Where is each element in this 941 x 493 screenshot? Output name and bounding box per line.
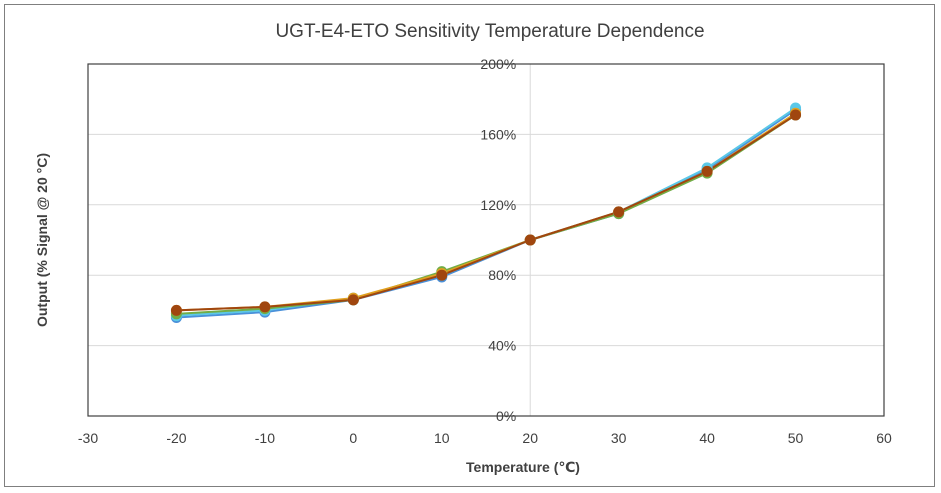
y-tick-label: 160% — [480, 126, 516, 142]
x-tick-label: -20 — [166, 430, 186, 446]
x-tick-label: 20 — [522, 430, 538, 446]
y-tick-label: 120% — [480, 197, 516, 213]
data-point-series-5 — [701, 165, 713, 177]
y-tick-label: 200% — [480, 56, 516, 72]
chart-frame: UGT-E4-ETO Sensitivity Temperature Depen… — [4, 4, 935, 487]
x-axis-label: Temperature (℃) — [466, 459, 580, 475]
y-tick-label: 40% — [488, 338, 516, 354]
y-tick-label: 80% — [488, 267, 516, 283]
chart-title: UGT-E4-ETO Sensitivity Temperature Depen… — [275, 21, 704, 42]
x-tick-label: -30 — [78, 430, 98, 446]
data-point-series-5 — [613, 206, 625, 218]
y-axis-ticks: 0% 40% 80% 120% 160% 200% — [480, 56, 516, 424]
data-point-series-5 — [170, 304, 182, 316]
x-tick-label: -10 — [255, 430, 275, 446]
series-line-3 — [176, 114, 797, 315]
data-point-series-5 — [524, 234, 536, 246]
x-tick-label: 60 — [876, 430, 892, 446]
y-tick-label: 0% — [496, 408, 516, 424]
chart-svg: UGT-E4-ETO Sensitivity Temperature Depen… — [34, 21, 892, 475]
x-tick-label: 10 — [434, 430, 450, 446]
data-point-series-5 — [259, 301, 271, 313]
series-line-5 — [176, 114, 797, 312]
x-tick-label: 40 — [699, 430, 715, 446]
series-layer — [170, 102, 802, 323]
y-axis-label: Output (% Signal @ 20 °C) — [34, 153, 50, 327]
x-tick-label: 50 — [788, 430, 804, 446]
data-point-series-5 — [790, 109, 802, 121]
data-point-series-5 — [436, 269, 448, 281]
plot-area — [87, 63, 885, 417]
x-tick-label: 0 — [349, 430, 357, 446]
x-tick-label: 30 — [611, 430, 627, 446]
data-point-series-5 — [347, 294, 359, 306]
x-axis-ticks: -30 -20 -10 0 10 20 30 40 50 60 — [78, 430, 892, 446]
gridlines — [88, 63, 884, 417]
